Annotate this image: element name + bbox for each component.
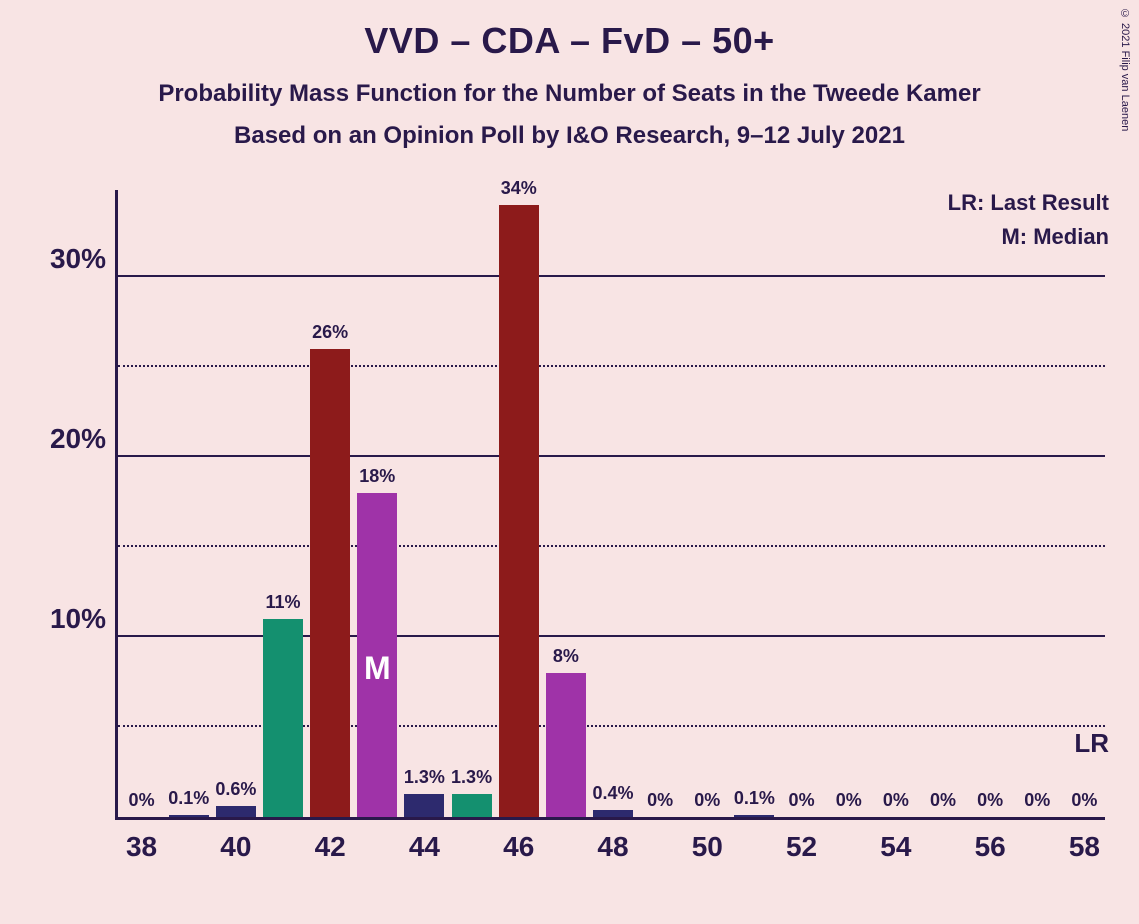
x-tick-label: 52 <box>786 831 817 863</box>
bar-value-label: 0% <box>694 790 720 811</box>
y-tick-label: 10% <box>50 603 106 635</box>
bar: 1.3% <box>404 794 444 817</box>
bar: 11% <box>263 619 303 817</box>
bar-value-label: 0% <box>1071 790 1097 811</box>
bar-value-label: 0.4% <box>592 783 633 804</box>
bar: 26% <box>310 349 350 817</box>
chart-subtitle: Probability Mass Function for the Number… <box>0 80 1139 108</box>
bar: 0.1% <box>734 815 774 817</box>
bar: 0.6% <box>216 806 256 817</box>
grid-minor <box>118 365 1105 367</box>
bar-value-label: 0.6% <box>215 779 256 800</box>
x-tick-label: 58 <box>1069 831 1100 863</box>
bar-value-label: 26% <box>312 322 348 343</box>
bar: 0.1% <box>169 815 209 817</box>
grid-major <box>118 455 1105 457</box>
x-tick-label: 50 <box>692 831 723 863</box>
lr-marker: LR <box>1074 728 1109 759</box>
x-tick-label: 48 <box>597 831 628 863</box>
x-tick-label: 40 <box>220 831 251 863</box>
bar-value-label: 0% <box>883 790 909 811</box>
bar-value-label: 18% <box>359 466 395 487</box>
x-tick-label: 54 <box>880 831 911 863</box>
chart-plot-area: 10%20%30%38404244464850525456580%0.1%0.6… <box>115 190 1105 820</box>
chart-title: VVD – CDA – FvD – 50+ <box>0 0 1139 62</box>
bar-value-label: 0% <box>930 790 956 811</box>
x-tick-label: 56 <box>975 831 1006 863</box>
bar-value-label: 0.1% <box>168 788 209 809</box>
bar: 34% <box>499 205 539 817</box>
copyright-text: © 2021 Filip van Laenen <box>1119 8 1131 131</box>
bar-value-label: 0% <box>789 790 815 811</box>
bar-value-label: 1.3% <box>404 767 445 788</box>
y-tick-label: 30% <box>50 243 106 275</box>
bar-value-label: 0% <box>836 790 862 811</box>
x-tick-label: 44 <box>409 831 440 863</box>
bar-value-label: 34% <box>501 178 537 199</box>
bar-value-label: 0% <box>977 790 1003 811</box>
bar-value-label: 1.3% <box>451 767 492 788</box>
bar: 1.3% <box>452 794 492 817</box>
y-tick-label: 20% <box>50 423 106 455</box>
bar: 0.4% <box>593 810 633 817</box>
bar: 18%M <box>357 493 397 817</box>
bar-value-label: 0% <box>647 790 673 811</box>
bar: 8% <box>546 673 586 817</box>
grid-major <box>118 275 1105 277</box>
bar-value-label: 11% <box>265 592 300 613</box>
x-tick-label: 38 <box>126 831 157 863</box>
median-marker: M <box>364 650 391 687</box>
bar-value-label: 0% <box>1024 790 1050 811</box>
grid-minor <box>118 545 1105 547</box>
x-tick-label: 46 <box>503 831 534 863</box>
bar-value-label: 0% <box>129 790 155 811</box>
bar-value-label: 0.1% <box>734 788 775 809</box>
x-tick-label: 42 <box>315 831 346 863</box>
chart-subsubtitle: Based on an Opinion Poll by I&O Research… <box>0 122 1139 150</box>
bar-value-label: 8% <box>553 646 579 667</box>
